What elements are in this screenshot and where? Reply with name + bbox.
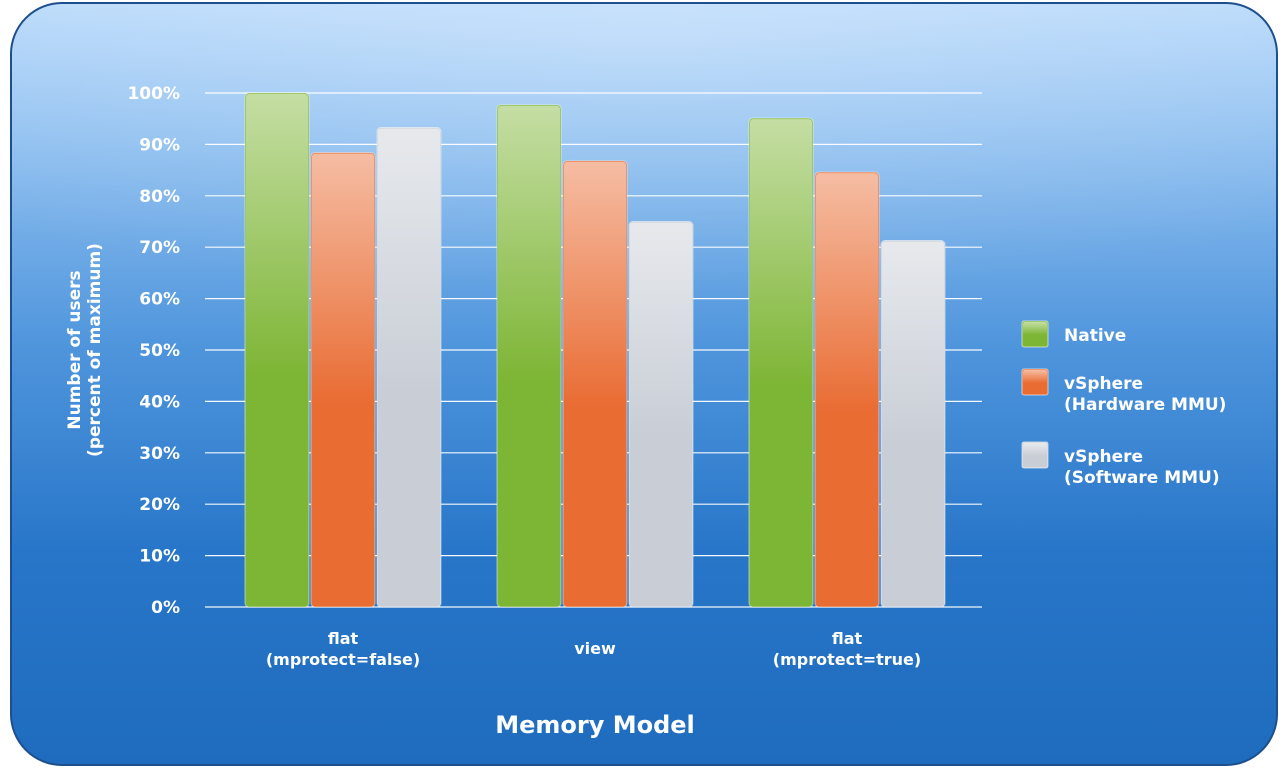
y-tick-label: 20% — [139, 495, 180, 515]
bar-gloss — [564, 161, 626, 408]
legend-swatch-gloss — [1023, 370, 1047, 383]
x-axis-title: Memory Model — [495, 711, 695, 739]
bars-layer — [244, 92, 946, 608]
bar-gloss — [246, 94, 308, 377]
bar-gloss — [630, 222, 692, 435]
x-tick-label: flat (mprotect=false) — [266, 629, 420, 669]
legend-label: vSphere (Hardware MMU) — [1064, 374, 1226, 415]
legend: Native vSphere (Hardware MMU) vSphere (Softw… — [1021, 320, 1226, 488]
y-tick-label: 90% — [139, 135, 180, 155]
y-tick-label: 0% — [151, 598, 180, 618]
y-tick-label: 40% — [139, 392, 180, 412]
labels-layer: 0% 10% 20% 30% 40% 50% 60% 70% 80% 90% 100% flat (mp… — [65, 84, 921, 739]
legend-label: Native — [1064, 326, 1126, 346]
y-tick-label: 80% — [139, 187, 180, 207]
bar-gloss — [750, 119, 812, 389]
y-tick-label: 50% — [139, 341, 180, 361]
y-tick-label: 30% — [139, 444, 180, 464]
legend-swatch-gloss — [1023, 322, 1047, 335]
x-tick-label: view — [574, 639, 616, 658]
bar-gloss — [378, 128, 440, 393]
chart-panel: 0% 10% 20% 30% 40% 50% 60% 70% 80% 90% 100% flat (mp… — [10, 2, 1278, 766]
chart-svg: 0% 10% 20% 30% 40% 50% 60% 70% 80% 90% 100% flat (mp… — [12, 4, 1276, 739]
y-tick-label: 60% — [139, 290, 180, 310]
legend-swatch-gloss — [1023, 443, 1047, 456]
bar-gloss — [498, 105, 560, 383]
bar-gloss — [882, 241, 944, 444]
y-tick-label: 70% — [139, 238, 180, 258]
y-tick-label: 10% — [139, 547, 180, 567]
x-tick-label: flat (mprotect=true) — [773, 629, 921, 669]
legend-label: vSphere (Software MMU) — [1064, 447, 1220, 488]
y-tick-label: 100% — [127, 84, 180, 104]
y-axis-title: Number of users(percent of maximum) — [65, 243, 105, 457]
bar-gloss — [816, 173, 878, 413]
bar-gloss — [312, 153, 374, 404]
